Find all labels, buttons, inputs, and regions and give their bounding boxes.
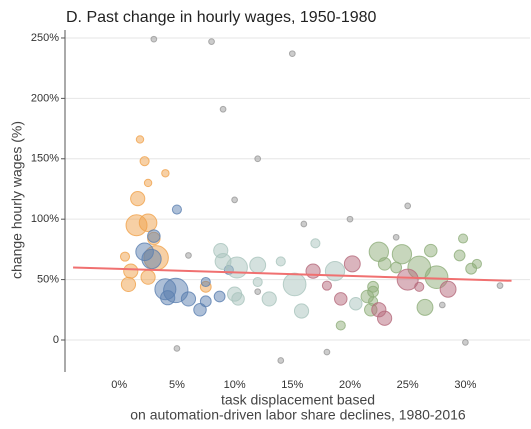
bubble [130,191,146,207]
bubble [390,261,403,274]
y-tick-label: 0 [53,334,59,346]
bubble [143,178,153,188]
x-axis-label: on automation-driven labor share decline… [130,407,466,423]
y-tick-label: 150% [31,153,59,165]
bubble [471,258,482,269]
bubble [138,213,158,233]
bubble [343,255,361,273]
bubble [288,50,296,58]
bubble [324,260,346,282]
bubble [349,296,363,311]
x-tick-label: 25% [397,379,419,391]
bubble [225,256,248,279]
bubble [150,35,158,43]
bubble [396,268,419,291]
bubble [171,204,182,215]
bubble [321,280,332,291]
bubble [135,135,145,144]
bubble [261,291,277,307]
y-tick-label: 200% [31,92,59,104]
bubble [293,303,310,319]
bubble [252,276,263,288]
bubble [249,256,267,274]
bubble [193,303,207,317]
y-tick-label: 50% [37,273,59,285]
bubble [416,298,434,316]
bubble [377,257,392,271]
x-tick-label: 15% [281,379,303,391]
bubble [335,320,346,331]
bubble [334,292,348,306]
bubble [404,202,412,210]
bubble [346,215,354,223]
y-axis-label: change hourly wages (%) [9,121,25,279]
bubble [254,155,262,163]
bubble [219,105,227,113]
x-axis-label: task displacement based [221,392,375,408]
bubble [323,348,331,356]
bubble [213,290,226,303]
bubble [391,244,413,265]
bubble [161,169,170,178]
bubble [200,276,211,288]
bubble [310,238,321,249]
x-tick-label: 10% [224,379,246,391]
bubble [123,263,139,279]
bubble [185,252,192,259]
bubble [282,272,307,297]
bubble [120,276,137,293]
x-tick-label: 20% [339,379,361,391]
bubble [139,156,150,167]
bubble [453,249,466,262]
chart-title: D. Past change in hourly wages, 1950-198… [66,9,377,26]
bubble [208,38,215,45]
bubble [424,265,449,290]
bubble [305,263,321,279]
x-tick-label: 30% [454,379,476,391]
bubble [141,248,162,270]
bubble [392,233,400,241]
x-tick-label: 0% [111,379,127,391]
trend-line [73,266,512,282]
bubble [231,292,245,306]
bubble [140,269,156,285]
bubble [231,196,238,204]
bubble [462,339,469,346]
bubble [458,233,469,244]
bubble [173,345,181,352]
bubble [496,282,504,289]
bubble [119,251,131,262]
bubble [439,280,457,298]
bubble [254,288,262,296]
bubble [300,220,308,228]
y-tick-label: 100% [31,213,59,225]
bubble [377,310,393,326]
bubble [438,301,446,309]
bubble [277,357,285,364]
bubble [414,281,425,292]
bubble [275,256,286,267]
bubble [160,290,176,306]
x-tick-label: 5% [169,379,185,391]
bubble [199,295,212,308]
bubble [424,243,438,258]
y-tick-label: 250% [31,32,59,44]
bubble [180,291,197,307]
bubble [367,285,379,298]
bubble [147,229,161,243]
